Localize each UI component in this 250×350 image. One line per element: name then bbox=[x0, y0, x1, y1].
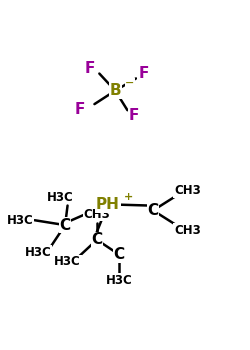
Text: C: C bbox=[113, 247, 124, 262]
Text: F: F bbox=[74, 102, 85, 117]
Text: H3C: H3C bbox=[47, 190, 74, 203]
Text: F: F bbox=[84, 61, 95, 76]
Text: PH: PH bbox=[96, 197, 120, 212]
Text: H3C: H3C bbox=[106, 274, 132, 287]
Text: F: F bbox=[128, 107, 139, 122]
Text: H3C: H3C bbox=[25, 245, 52, 259]
Text: H3C: H3C bbox=[54, 255, 81, 268]
Text: H3C: H3C bbox=[6, 214, 33, 227]
Text: CH3: CH3 bbox=[174, 224, 201, 237]
Text: C: C bbox=[91, 232, 102, 247]
Text: C: C bbox=[60, 218, 71, 233]
Text: F: F bbox=[138, 66, 148, 81]
Text: +: + bbox=[124, 192, 133, 202]
Text: B: B bbox=[110, 83, 121, 98]
Text: CH3: CH3 bbox=[84, 208, 110, 220]
Text: −: − bbox=[125, 78, 134, 88]
Text: CH3: CH3 bbox=[174, 184, 201, 197]
Text: C: C bbox=[148, 203, 159, 218]
